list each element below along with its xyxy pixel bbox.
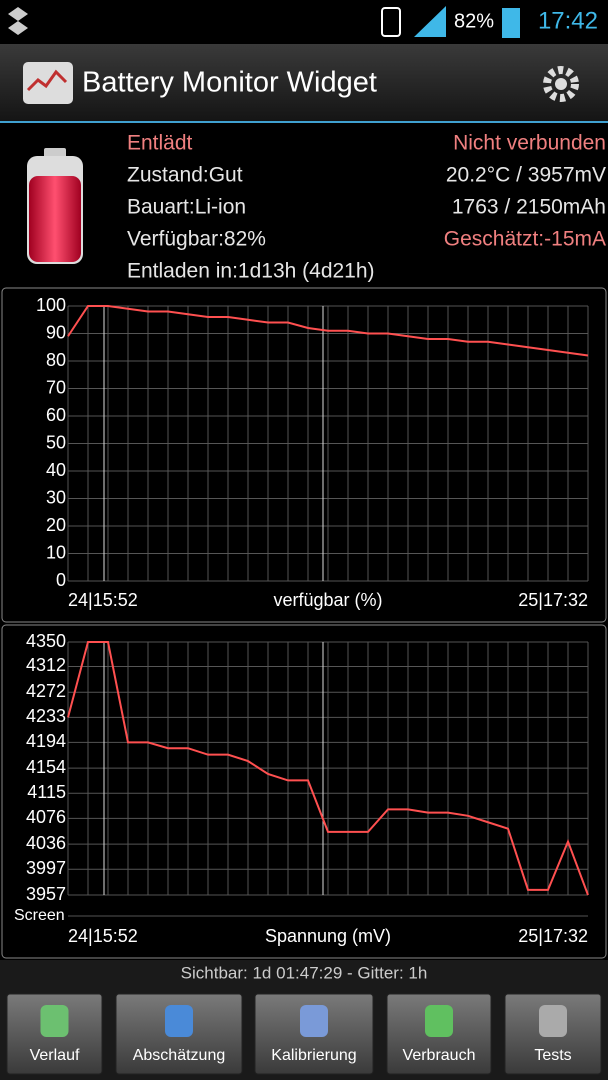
info-connection: Nicht verbunden bbox=[453, 132, 606, 155]
info-capacity: 1763 / 2150mAh bbox=[452, 196, 606, 219]
info-temp-voltage: 20.2°C / 3957mV bbox=[446, 164, 606, 187]
data-line bbox=[67, 641, 589, 896]
y-tick-label: 4312 bbox=[26, 655, 66, 675]
y-tick-label: 4115 bbox=[27, 782, 66, 802]
tab-bar: Verlauf Abschätzung Kalibrierung Verbrauch T… bbox=[6, 993, 602, 1075]
tab-icon bbox=[40, 1005, 69, 1037]
tab-icon bbox=[165, 1005, 193, 1037]
y-tick-label: 80 bbox=[46, 350, 66, 370]
vibrate-icon bbox=[381, 7, 401, 37]
y-tick-label: 50 bbox=[46, 432, 66, 452]
y-tick-label: 20 bbox=[46, 515, 66, 535]
tab-icon bbox=[425, 1005, 453, 1037]
battery-cap bbox=[44, 148, 66, 158]
app-bar bbox=[0, 44, 608, 122]
tab-label: Tests bbox=[534, 1047, 571, 1064]
y-tick-label: 90 bbox=[46, 322, 66, 342]
dropbox-icon bbox=[8, 7, 28, 35]
y-tick-label: 4036 bbox=[26, 833, 66, 853]
x-axis-label: verfügbar (%) bbox=[273, 590, 382, 610]
x-tick-label: 25|17:32 bbox=[518, 926, 588, 946]
tab-label: Verlauf bbox=[30, 1047, 80, 1064]
y-tick-label: 60 bbox=[46, 405, 66, 425]
tab-label: Kalibrierung bbox=[271, 1047, 356, 1064]
x-tick-label: 25|17:32 bbox=[518, 590, 588, 610]
chart-frame bbox=[1, 287, 607, 623]
y-tick-label: 70 bbox=[46, 377, 66, 397]
y-tick-label: 100 bbox=[36, 295, 66, 315]
y-tick-label: 30 bbox=[46, 487, 66, 507]
y-tick-label: 4350 bbox=[26, 631, 66, 651]
y-tick-label: 10 bbox=[46, 542, 66, 562]
screen-label: Screen bbox=[14, 907, 65, 924]
y-tick-label: 4154 bbox=[26, 757, 66, 777]
clock: 17:42 bbox=[538, 7, 598, 34]
app-bar-divider bbox=[0, 121, 608, 123]
settings-button[interactable] bbox=[543, 66, 579, 102]
info-status: Entlädt bbox=[127, 132, 193, 155]
app-icon-graph bbox=[26, 69, 68, 92]
info-estimate: Geschätzt:-15mA bbox=[444, 228, 606, 251]
info-discharge-time: Entladen in:1d13h (4d21h) bbox=[127, 260, 375, 283]
chart-frame bbox=[1, 624, 607, 959]
tab-label: Verbrauch bbox=[403, 1047, 476, 1064]
tab-icon bbox=[300, 1005, 328, 1037]
footer-text: Sichtbar: 1d 01:47:29 - Gitter: 1h bbox=[181, 963, 428, 982]
battery-icon bbox=[502, 8, 520, 38]
info-available: Verfügbar:82% bbox=[127, 228, 266, 251]
tab-icon bbox=[539, 1005, 567, 1037]
y-tick-label: 3957 bbox=[26, 884, 66, 904]
info-type: Bauart:Li-ion bbox=[127, 196, 246, 219]
y-tick-label: 4272 bbox=[26, 681, 66, 701]
battery-percent: 82% bbox=[454, 10, 494, 32]
signal-icon bbox=[414, 6, 446, 37]
tab-label: Abschätzung bbox=[133, 1047, 226, 1064]
data-line bbox=[67, 305, 589, 357]
x-axis-label: Spannung (mV) bbox=[265, 926, 391, 946]
battery-fill bbox=[29, 176, 81, 262]
y-tick-label: 4076 bbox=[26, 807, 66, 827]
y-tick-label: 3997 bbox=[26, 858, 66, 878]
info-health: Zustand:Gut bbox=[127, 164, 243, 187]
x-tick-label: 24|15:52 bbox=[68, 590, 138, 610]
y-tick-label: 4194 bbox=[26, 731, 66, 751]
y-tick-label: 0 bbox=[56, 570, 66, 590]
y-tick-label: 40 bbox=[46, 460, 66, 480]
x-tick-label: 24|15:52 bbox=[68, 926, 138, 946]
settings-button-center bbox=[555, 78, 567, 90]
y-tick-label: 4233 bbox=[26, 706, 66, 726]
app-title: Battery Monitor Widget bbox=[82, 67, 377, 99]
